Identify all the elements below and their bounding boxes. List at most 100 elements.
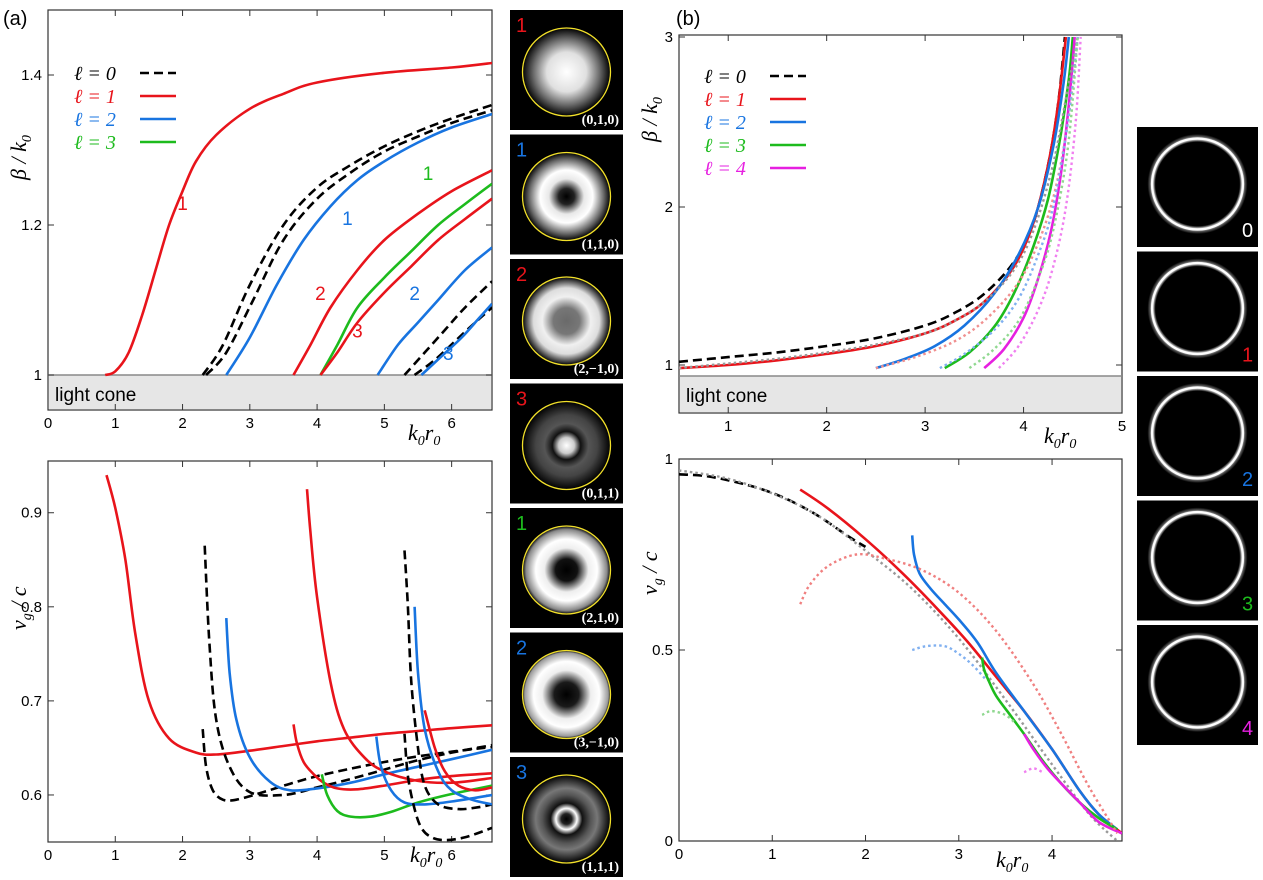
series-line — [320, 773, 492, 819]
dotted-series-line — [939, 36, 1079, 370]
x-tick-label: 1 — [111, 847, 119, 864]
tile-number: 2 — [1242, 469, 1253, 491]
tile-number: 3 — [1242, 594, 1253, 616]
x-axis-label: k0r0 — [410, 842, 442, 871]
mode-intensity — [522, 277, 611, 365]
series-line — [305, 489, 492, 785]
tile-number: 3 — [516, 389, 527, 411]
core-boundary-circle — [521, 525, 612, 615]
core-boundary-circle — [521, 400, 612, 491]
mode-tile: 2 (3,−1,0) — [510, 632, 623, 753]
legend-b: ℓ = 0ℓ = 1ℓ = 2ℓ = 3ℓ = 4 — [704, 66, 806, 180]
x-axis-label-r: r — [1013, 847, 1022, 872]
x-tick-label: 4 — [313, 847, 321, 864]
y-tick-label: 3 — [665, 29, 673, 46]
dotted-series-line — [911, 644, 988, 682]
x-axis-label-r: r — [427, 842, 436, 867]
x-axis-label-k: k — [410, 842, 421, 867]
y-label-sub: g — [651, 578, 666, 585]
y-tick-label: 0.9 — [21, 505, 42, 522]
legend-label: ℓ = 3 — [74, 132, 116, 154]
mode-intensity — [522, 28, 611, 116]
series-line — [104, 61, 492, 377]
mode-intensity — [1147, 258, 1248, 359]
tile-mode-index: (2,1,0) — [582, 611, 620, 626]
y-label-c: / c — [637, 551, 662, 578]
legend-label: ℓ = 1 — [74, 86, 116, 108]
x-axis-label-k: k — [1044, 423, 1055, 448]
x-axis-label-r: r — [425, 420, 434, 445]
y-axis-label: β / k0 — [6, 135, 35, 181]
dashed-series-line — [201, 103, 492, 376]
mode-tile: 0 — [1137, 127, 1258, 247]
y-tick-label: 2 — [665, 199, 673, 216]
x-tick-label: 1 — [111, 415, 119, 432]
mode-tile: 3 (0,1,1) — [510, 383, 623, 504]
dotted-series-line — [998, 36, 1082, 369]
x-axis-label-sub: 0 — [1006, 861, 1013, 876]
ring-highlight — [1150, 386, 1245, 480]
curve-label: 3 — [352, 322, 363, 343]
x-tick-label: 5 — [1118, 418, 1126, 435]
series-line — [944, 36, 1075, 370]
mode-intensity — [1147, 134, 1248, 234]
y-label-sub: 0 — [20, 135, 35, 142]
x-tick-label: 1 — [724, 418, 732, 435]
tile-number: 2 — [516, 264, 527, 286]
series-line — [292, 169, 492, 376]
light-cone-region — [49, 375, 491, 409]
x-axis-label: k0r0 — [408, 420, 440, 449]
tile-number: 4 — [1242, 718, 1253, 740]
tile-mode-index: (0,1,1) — [582, 487, 620, 502]
core-boundary-circle — [521, 774, 612, 864]
mode-tile: 3 — [1137, 500, 1258, 621]
dashed-series-line — [403, 733, 492, 842]
y-tick-label: 0 — [665, 833, 673, 850]
tile-mode-index: (0,1,0) — [582, 113, 620, 128]
mode-profile-column-a: 1 (0,1,0) 1 (1,1,0) 2 (2,−1,0) 3 (0,1,1) 1 (2,1,0… — [510, 10, 623, 877]
x-axis-label-sub2: 0 — [435, 856, 442, 871]
mode-tile: 3 (1,1,1) — [510, 757, 623, 877]
core-boundary-circle — [521, 151, 612, 242]
mode-tile: 1 (1,1,0) — [510, 134, 623, 255]
core-boundary-circle — [521, 649, 612, 740]
series-line — [910, 535, 1119, 831]
dashed-series-line — [201, 728, 492, 803]
dotted-series-line — [875, 36, 1079, 370]
light-cone-label: light cone — [686, 386, 767, 407]
x-axis-label-k: k — [408, 420, 419, 445]
series-line — [319, 182, 492, 376]
x-tick-label: 5 — [380, 847, 388, 864]
series-line — [375, 736, 492, 806]
series-line — [105, 474, 492, 757]
ring-highlight — [1150, 635, 1245, 729]
x-tick-label: 4 — [313, 415, 321, 432]
core-boundary-circle — [521, 276, 612, 366]
series-line — [423, 709, 492, 792]
curve-label: 2 — [315, 284, 326, 305]
dashed-series-line — [403, 280, 492, 376]
x-tick-label: 0 — [675, 846, 683, 863]
tile-mode-index: (1,1,0) — [582, 238, 620, 253]
y-tick-label: 1 — [34, 367, 42, 384]
series-line — [225, 112, 492, 376]
y-label-sub: 0 — [651, 97, 666, 104]
curve-label: 3 — [443, 344, 454, 365]
curve-label: 1 — [177, 194, 188, 215]
x-tick-label: 4 — [1048, 846, 1056, 863]
y-tick-label: 0.6 — [21, 787, 42, 804]
x-tick-label: 2 — [861, 846, 869, 863]
series-group — [104, 61, 492, 377]
tile-number: 1 — [1242, 345, 1253, 367]
mode-profile-column-b: 0 1 2 3 4 — [1137, 127, 1258, 745]
dotted-series-line — [981, 709, 1016, 724]
mode-tile: 4 — [1137, 625, 1258, 745]
x-axis-label-sub: 0 — [420, 856, 427, 871]
y-label-beta: β / k — [637, 103, 662, 143]
mode-intensity — [522, 526, 611, 614]
dashed-series-line — [203, 545, 492, 797]
tile-number: 0 — [1242, 220, 1253, 242]
